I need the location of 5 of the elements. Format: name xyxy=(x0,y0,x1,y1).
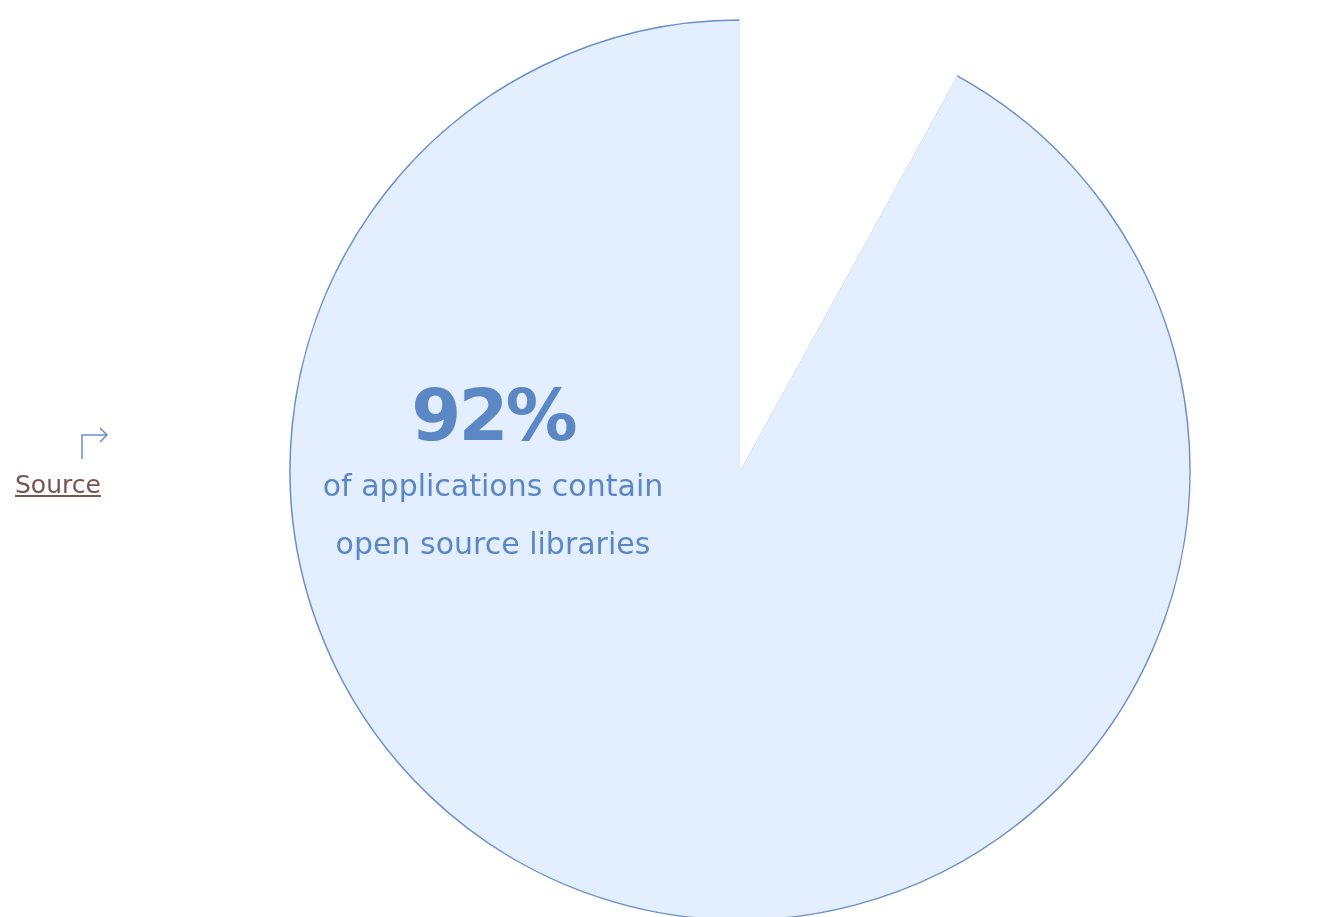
text: Source xyxy=(15,470,101,499)
text: of applications contain open source libraries xyxy=(321,467,665,563)
pie-slice xyxy=(739,19,958,471)
pie-slice xyxy=(289,19,1191,917)
data-label: 92% xyxy=(410,373,577,457)
